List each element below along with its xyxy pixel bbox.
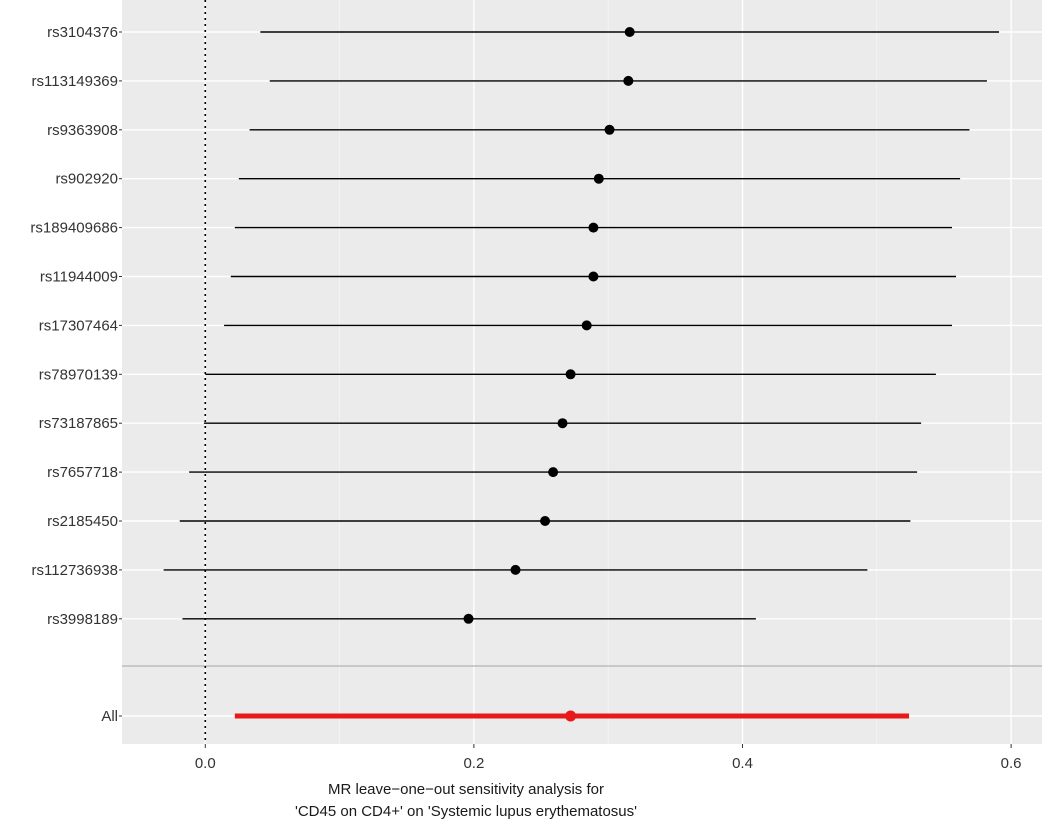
point-estimate-rs113149369: [623, 75, 634, 86]
y-label-rs3998189: rs3998189: [47, 611, 118, 628]
point-estimate-rs3998189: [463, 613, 474, 624]
x-axis-ticks: 0.0 0.2 0.4 0.6: [195, 744, 1022, 772]
point-estimate-rs112736938: [510, 564, 521, 575]
y-label-overall: All: [101, 708, 118, 725]
point-estimate-rs9363908: [604, 124, 615, 135]
point-estimate-rs78970139: [565, 369, 576, 380]
point-estimate-rs2185450: [540, 516, 551, 526]
y-label-rs73187865: rs73187865: [39, 415, 118, 432]
point-estimate-rs11944009: [588, 271, 599, 282]
x-tick-label: 0.2: [463, 755, 484, 772]
point-estimate-rs7657718: [548, 467, 559, 478]
point-estimate-rs189409686: [588, 222, 599, 233]
y-label-rs113149369: rs113149369: [32, 73, 118, 90]
y-axis-labels: rs3104376 rs113149369 rs9363908 rs902920 rs1…: [30, 24, 122, 725]
y-label-rs9363908: rs9363908: [47, 122, 118, 139]
x-axis-title-line-2: 'CD45 on CD4+' on 'Systemic lupus erythe…: [295, 803, 637, 820]
data-marks: [163, 0, 1000, 744]
point-estimate-rs902920: [593, 173, 604, 184]
point-estimate-rs17307464: [581, 320, 592, 331]
x-tick-label: 0.4: [732, 755, 753, 772]
y-label-rs189409686: rs189409686: [30, 220, 118, 237]
y-label-rs7657718: rs7657718: [47, 464, 118, 481]
y-label-rs17307464: rs17307464: [39, 317, 118, 334]
point-estimate-overall: [565, 710, 577, 722]
x-tick-label: 0.0: [195, 755, 216, 772]
y-label-rs11944009: rs11944009: [40, 269, 118, 286]
y-label-rs3104376: rs3104376: [47, 24, 118, 41]
y-label-rs2185450: rs2185450: [47, 513, 118, 530]
plot-panel: [122, 0, 1042, 744]
y-label-rs902920: rs902920: [55, 171, 118, 188]
y-label-rs78970139: rs78970139: [39, 366, 118, 383]
x-tick-label: 0.6: [1001, 755, 1022, 772]
x-axis-title-line-1: MR leave−one−out sensitivity analysis fo…: [328, 781, 604, 798]
point-estimate-rs73187865: [557, 418, 568, 429]
y-label-rs112736938: rs112736938: [32, 562, 118, 579]
point-estimate-rs3104376: [624, 27, 635, 37]
